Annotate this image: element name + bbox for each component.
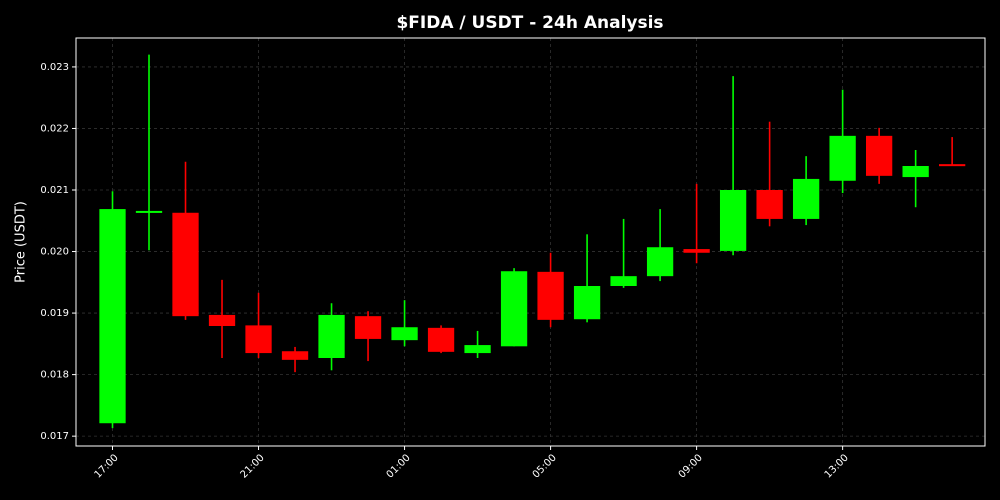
candles bbox=[99, 54, 966, 429]
candle-body bbox=[464, 345, 491, 354]
y-axis-label: Price (USDT) bbox=[14, 201, 29, 283]
candle-body bbox=[500, 271, 528, 347]
candle-body bbox=[354, 316, 382, 339]
candle-body bbox=[135, 210, 163, 213]
candle-body bbox=[391, 327, 418, 341]
candle-body bbox=[208, 314, 236, 326]
candle-body bbox=[756, 190, 783, 219]
candle-body bbox=[318, 314, 345, 358]
candle-body bbox=[939, 164, 966, 167]
chart-title: $FIDA / USDT - 24h Analysis bbox=[396, 13, 663, 33]
candle-body bbox=[865, 135, 893, 176]
candle-body bbox=[172, 212, 199, 317]
y-tick-label: 0.022 bbox=[40, 123, 69, 134]
candle-body bbox=[281, 351, 309, 360]
y-tick-label: 0.021 bbox=[40, 185, 69, 196]
candle-body bbox=[245, 325, 272, 354]
y-tick-label: 0.017 bbox=[40, 431, 69, 442]
candle-body bbox=[792, 178, 820, 219]
candle-body bbox=[646, 247, 674, 277]
candle-body bbox=[427, 327, 455, 352]
candle-body bbox=[537, 271, 564, 320]
candle-body bbox=[719, 190, 747, 251]
candle-body bbox=[829, 135, 856, 181]
y-tick-label: 0.020 bbox=[40, 247, 69, 258]
y-tick-label: 0.019 bbox=[40, 308, 69, 319]
candle-body bbox=[99, 209, 126, 424]
y-tick-label: 0.018 bbox=[40, 370, 69, 381]
candle-body bbox=[610, 276, 637, 286]
candle-body bbox=[683, 249, 710, 253]
y-tick-label: 0.023 bbox=[40, 62, 69, 73]
plot-frame bbox=[75, 37, 986, 447]
candle-body bbox=[902, 166, 929, 178]
candle-body bbox=[573, 286, 601, 320]
